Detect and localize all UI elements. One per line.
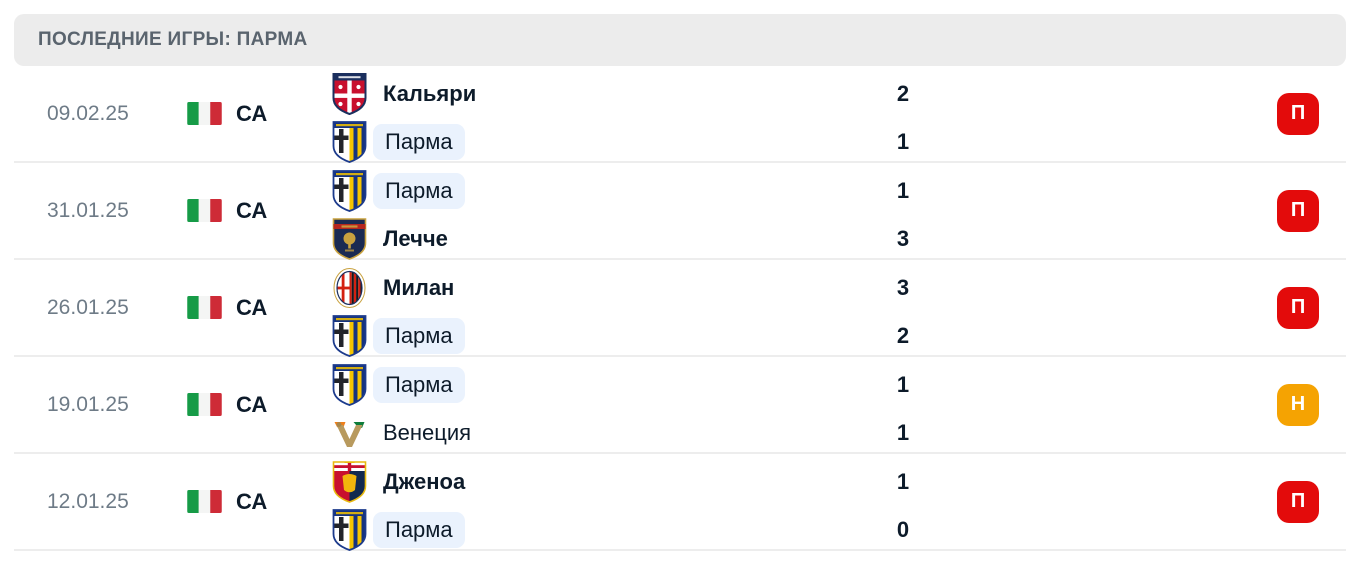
home-team-line: Парма 1: [332, 170, 1346, 212]
italy-flag-icon: [187, 296, 222, 319]
genoa-logo-icon: [332, 461, 367, 503]
cagliari-logo-icon: [332, 73, 367, 115]
home-team-line: Парма 1: [332, 364, 1346, 406]
league-cell: СА: [187, 198, 267, 224]
italy-flag-icon: [187, 393, 222, 416]
match-row[interactable]: 31.01.25 СА Парма 1 Лечче 3 П: [14, 163, 1346, 260]
match-row[interactable]: 12.01.25 СА Дженоа 1 Парма 0 П: [14, 454, 1346, 551]
team-name: Парма: [373, 367, 465, 403]
match-row[interactable]: 26.01.25 СА Милан 3 Парма 2 П: [14, 260, 1346, 357]
team-name: Парма: [373, 318, 465, 354]
team-name: Дженоа: [383, 469, 466, 494]
home-score: 2: [896, 81, 910, 106]
team-name: Венеция: [383, 420, 472, 445]
away-score: 2: [896, 323, 910, 348]
home-score: 1: [896, 469, 910, 494]
league-cell: СА: [187, 295, 267, 321]
league-code: СА: [236, 294, 268, 320]
last-games-widget: ПОСЛЕДНИЕ ИГРЫ: ПАРМА 09.02.25 СА Кальяр…: [14, 14, 1346, 551]
teams-cell: Кальяри 2 Парма 1: [332, 66, 1346, 161]
league-cell: СА: [187, 101, 267, 127]
team-name: Милан: [383, 275, 455, 300]
away-team-line: Лечче 3: [332, 218, 1346, 260]
home-score: 1: [896, 372, 910, 397]
team-name: Парма: [373, 512, 465, 548]
home-team-line: Милан 3: [332, 267, 1346, 309]
italy-flag-icon: [187, 199, 222, 222]
away-score: 3: [896, 226, 910, 251]
widget-title: ПОСЛЕДНИЕ ИГРЫ: ПАРМА: [38, 29, 308, 50]
match-row[interactable]: 09.02.25 СА Кальяри 2 Парма 1 П: [14, 66, 1346, 163]
league-cell: СА: [187, 489, 267, 515]
parma-logo-icon: [332, 170, 367, 212]
parma-logo-icon: [332, 364, 367, 406]
parma-logo-icon: [332, 509, 367, 551]
team-name: Парма: [373, 124, 465, 160]
italy-flag-icon: [187, 102, 222, 125]
league-code: СА: [236, 100, 268, 126]
home-score: 1: [896, 178, 910, 203]
widget-header: ПОСЛЕДНИЕ ИГРЫ: ПАРМА: [14, 14, 1346, 66]
home-team-line: Дженоа 1: [332, 461, 1346, 503]
home-score: 3: [896, 275, 910, 300]
match-date: 09.02.25: [47, 101, 129, 125]
parma-logo-icon: [332, 315, 367, 357]
team-name: Парма: [373, 173, 465, 209]
league-code: СА: [236, 391, 268, 417]
match-date: 19.01.25: [47, 392, 129, 416]
result-badge[interactable]: П: [1277, 480, 1319, 523]
away-score: 1: [896, 420, 910, 445]
match-row[interactable]: 19.01.25 СА Парма 1 Венеция 1 Н: [14, 357, 1346, 454]
league-code: СА: [236, 197, 268, 223]
match-date: 12.01.25: [47, 489, 129, 513]
team-name: Лечче: [383, 226, 448, 251]
result-badge[interactable]: П: [1277, 92, 1319, 135]
parma-logo-icon: [332, 121, 367, 163]
teams-cell: Дженоа 1 Парма 0: [332, 454, 1346, 549]
teams-cell: Милан 3 Парма 2: [332, 260, 1346, 355]
away-team-line: Венеция 1: [332, 412, 1346, 454]
teams-cell: Парма 1 Венеция 1: [332, 357, 1346, 452]
match-date: 26.01.25: [47, 295, 129, 319]
result-badge[interactable]: П: [1277, 189, 1319, 232]
home-team-line: Кальяри 2: [332, 73, 1346, 115]
team-name: Кальяри: [383, 81, 477, 106]
venezia-logo-icon: [332, 412, 367, 454]
result-badge[interactable]: Н: [1277, 383, 1319, 426]
away-team-line: Парма 0: [332, 509, 1346, 551]
teams-cell: Парма 1 Лечче 3: [332, 163, 1346, 258]
away-score: 1: [896, 129, 910, 154]
league-code: СА: [236, 488, 268, 514]
away-team-line: Парма 2: [332, 315, 1346, 357]
lecce-logo-icon: [332, 218, 367, 260]
away-score: 0: [896, 517, 910, 542]
italy-flag-icon: [187, 490, 222, 513]
away-team-line: Парма 1: [332, 121, 1346, 163]
match-date: 31.01.25: [47, 198, 129, 222]
result-badge[interactable]: П: [1277, 286, 1319, 329]
league-cell: СА: [187, 392, 267, 418]
milan-logo-icon: [332, 267, 367, 309]
